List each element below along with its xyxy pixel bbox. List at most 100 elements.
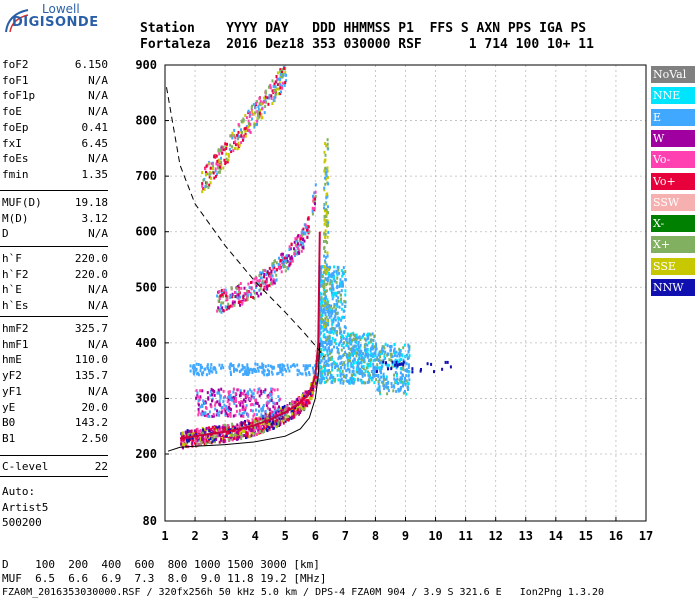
echo-point — [333, 338, 336, 342]
echo-point — [240, 434, 243, 438]
echo-point — [264, 423, 267, 426]
echo-point — [280, 415, 283, 419]
auto-system: Artist5 — [2, 501, 49, 514]
echo-point — [364, 348, 366, 352]
echo-point — [260, 429, 263, 433]
echo-point — [327, 336, 330, 340]
echo-point — [207, 434, 209, 438]
echo-point — [242, 373, 245, 376]
echo-point — [236, 292, 239, 296]
echo-point — [225, 296, 228, 300]
echo-point — [269, 83, 272, 87]
echo-point — [288, 415, 291, 419]
echo-point — [218, 363, 221, 367]
echo-point — [327, 313, 330, 317]
param-value: 6.150 — [74, 58, 108, 71]
echo-point — [195, 362, 198, 366]
echo-point — [195, 433, 198, 437]
echo-point — [325, 363, 328, 367]
echo-point — [329, 327, 332, 331]
echo-point — [216, 163, 219, 167]
echo-point — [181, 443, 184, 447]
echo-point — [233, 141, 235, 145]
echo-point — [258, 111, 261, 115]
echo-point — [331, 307, 334, 311]
echo-point — [232, 399, 235, 403]
y-tick-label: 200 — [135, 447, 157, 461]
x-tick-label: 16 — [609, 529, 623, 543]
echo-point — [231, 438, 234, 442]
echo-point — [383, 353, 386, 357]
echo-point — [241, 405, 244, 409]
echo-point — [338, 323, 340, 327]
echo-point — [400, 362, 403, 366]
echo-point — [339, 278, 342, 282]
echo-point — [203, 438, 206, 442]
echo-point — [335, 271, 338, 275]
echo-point — [269, 399, 271, 403]
echo-point — [232, 149, 235, 153]
echo-point — [327, 363, 330, 367]
echo-point — [277, 87, 280, 91]
echo-point — [393, 377, 396, 381]
echo-point — [360, 380, 363, 384]
echo-point — [320, 292, 323, 296]
echo-point — [226, 407, 229, 411]
echo-point — [277, 77, 280, 81]
echo-point — [302, 238, 304, 241]
panel-divider — [0, 455, 108, 456]
echo-point — [361, 380, 364, 384]
echo-point — [251, 280, 254, 284]
echo-point — [326, 138, 329, 142]
echo-point — [272, 263, 275, 267]
legend-item-x-: X- — [651, 215, 695, 233]
echo-point — [284, 417, 287, 421]
echo-point — [323, 380, 326, 384]
echo-point — [325, 308, 328, 312]
echo-point — [336, 373, 339, 377]
echo-point — [206, 366, 209, 370]
echo-point — [332, 294, 335, 298]
echo-point — [241, 434, 244, 438]
param-value: 135.7 — [74, 369, 108, 383]
echo-point — [202, 413, 205, 417]
echo-point — [219, 309, 221, 313]
y-tick-label: 500 — [135, 280, 157, 294]
echo-point — [213, 155, 216, 159]
echo-point — [370, 378, 373, 382]
echo-point — [268, 422, 270, 426]
echo-point — [249, 367, 252, 371]
echo-point — [324, 368, 327, 372]
echo-point — [359, 338, 362, 341]
echo-point — [228, 402, 231, 406]
echo-point — [223, 427, 226, 431]
echo-point — [320, 279, 323, 283]
echo-point — [405, 374, 408, 378]
echo-point — [245, 394, 248, 398]
echo-point — [189, 364, 192, 368]
echo-point — [243, 422, 246, 426]
echo-point — [292, 415, 295, 419]
echo-point — [324, 346, 327, 349]
param-row: MUF(D) 19.18 — [2, 196, 108, 210]
echo-point — [265, 277, 268, 281]
echo-point — [233, 303, 236, 307]
echo-point — [222, 437, 225, 441]
echo-point — [320, 274, 323, 278]
echo-point — [228, 305, 231, 309]
echo-point — [251, 392, 254, 396]
echo-point — [199, 363, 202, 367]
echo-point — [361, 374, 364, 378]
echo-point — [247, 393, 250, 396]
echo-point — [407, 349, 410, 353]
echo-point — [270, 425, 273, 429]
echo-point — [298, 243, 301, 247]
echo-point — [306, 235, 309, 239]
echo-point — [369, 333, 372, 337]
echo-point — [369, 361, 372, 364]
echo-point — [200, 441, 203, 444]
echo-point — [352, 380, 355, 383]
echo-point — [382, 372, 385, 376]
muf-dashed-line — [166, 87, 325, 358]
echo-point — [375, 378, 378, 382]
